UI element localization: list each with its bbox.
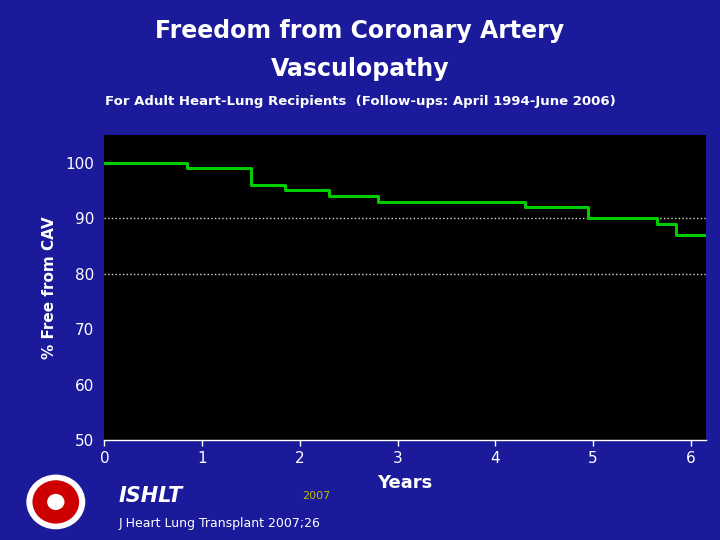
Circle shape xyxy=(27,475,84,529)
X-axis label: Years: Years xyxy=(377,474,433,492)
Circle shape xyxy=(33,481,78,523)
Circle shape xyxy=(48,495,64,509)
Text: J Heart Lung Transplant 2007;26: J Heart Lung Transplant 2007;26 xyxy=(119,517,320,530)
Text: 2007: 2007 xyxy=(302,491,330,501)
Y-axis label: % Free from CAV: % Free from CAV xyxy=(42,216,57,359)
Text: For Adult Heart-Lung Recipients  (Follow-ups: April 1994-June 2006): For Adult Heart-Lung Recipients (Follow-… xyxy=(104,94,616,107)
Text: ISHLT: ISHLT xyxy=(119,485,183,506)
Text: Vasculopathy: Vasculopathy xyxy=(271,57,449,80)
Text: Freedom from Coronary Artery: Freedom from Coronary Artery xyxy=(156,19,564,43)
